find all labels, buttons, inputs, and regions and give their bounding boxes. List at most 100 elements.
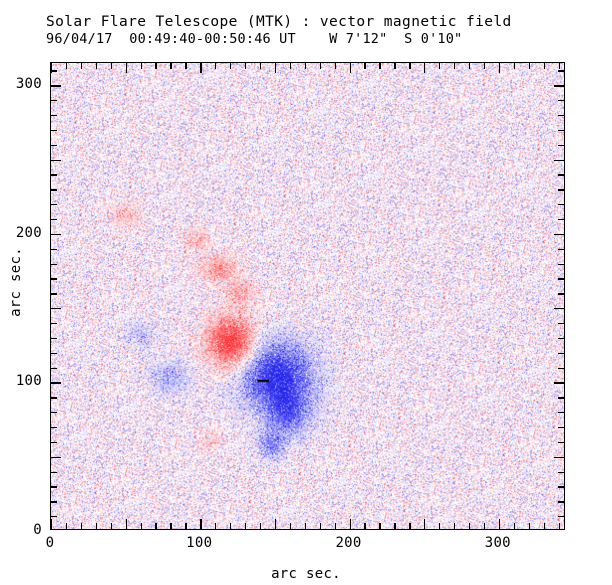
magnetogram-plot-frame <box>50 62 565 530</box>
axis-tick <box>558 204 564 206</box>
axis-tick <box>558 323 564 325</box>
axis-tick <box>379 523 381 529</box>
axis-tick <box>51 456 61 458</box>
axis-tick <box>498 519 501 529</box>
axis-tick <box>513 523 516 529</box>
axis-tick <box>439 63 441 69</box>
axis-tick <box>558 397 564 399</box>
axis-tick <box>51 159 61 161</box>
axis-tick <box>51 144 57 146</box>
axis-tick <box>51 189 57 191</box>
axis-tick <box>259 63 262 69</box>
axis-tick <box>558 263 564 265</box>
axis-tick <box>319 523 321 529</box>
axis-tick <box>125 519 127 529</box>
axis-tick <box>379 63 381 69</box>
axis-tick <box>454 63 456 69</box>
axis-tick <box>80 63 83 69</box>
axis-tick <box>51 63 53 73</box>
axis-tick <box>558 486 564 488</box>
axis-tick <box>51 263 57 265</box>
axis-tick <box>289 523 292 529</box>
axis-tick <box>51 352 57 354</box>
axis-tick <box>230 63 232 69</box>
axis-tick <box>558 63 560 69</box>
axis-tick <box>245 523 247 529</box>
axis-tick <box>483 523 486 529</box>
x-axis-tick-label: 200 <box>335 535 362 551</box>
axis-tick <box>558 278 564 280</box>
axis-tick <box>304 523 307 529</box>
axis-tick <box>468 63 471 69</box>
axis-tick <box>394 63 396 69</box>
title-block: Solar Flare Telescope (MTK) : vector mag… <box>46 14 586 48</box>
y-axis-tick-label: 0 <box>33 522 42 538</box>
axis-tick <box>334 523 336 529</box>
axis-tick <box>51 486 57 488</box>
axis-tick <box>558 352 564 354</box>
axis-tick <box>558 501 564 503</box>
axis-tick <box>51 278 57 280</box>
axis-tick <box>289 63 292 69</box>
axis-tick <box>319 63 321 69</box>
axis-tick <box>528 523 530 529</box>
axis-tick <box>51 85 61 87</box>
axis-tick <box>558 219 564 221</box>
axis-tick <box>558 100 564 102</box>
axis-tick <box>558 412 564 414</box>
y-axis-tick-label: 300 <box>15 76 42 93</box>
axis-tick <box>200 63 202 73</box>
axis-tick <box>409 63 411 69</box>
axis-tick <box>409 523 411 529</box>
axis-tick <box>554 456 564 458</box>
axis-tick <box>51 233 61 236</box>
axis-tick <box>51 441 57 444</box>
x-axis-tick-label: 100 <box>186 535 213 551</box>
axis-tick <box>215 63 217 69</box>
axis-tick <box>424 519 426 529</box>
axis-tick <box>95 523 98 529</box>
axis-tick <box>558 523 560 529</box>
axis-tick <box>454 523 456 529</box>
axis-tick <box>558 337 564 340</box>
observation-timestamp: 96/04/17 00:49:40-00:50:46 UT W 7'12" S … <box>46 31 463 47</box>
axis-tick <box>51 308 61 310</box>
axis-tick <box>51 219 57 221</box>
axis-tick <box>51 471 57 473</box>
axis-tick <box>558 248 564 250</box>
axis-tick <box>554 382 564 384</box>
axis-tick <box>394 523 396 529</box>
axis-tick <box>274 519 277 529</box>
x-axis-tick-label: 300 <box>484 535 511 551</box>
axis-tick <box>230 523 232 529</box>
axis-tick <box>554 159 564 161</box>
axis-tick <box>140 523 142 529</box>
axis-tick <box>185 523 187 529</box>
axis-tick <box>51 115 57 117</box>
axis-tick <box>51 397 57 399</box>
axis-tick <box>498 63 501 73</box>
axis-tick <box>558 129 564 132</box>
axis-tick <box>554 85 564 87</box>
axis-tick <box>200 519 202 529</box>
axis-tick <box>259 523 262 529</box>
axis-tick <box>558 144 564 146</box>
axis-tick <box>558 441 564 444</box>
axis-tick <box>349 63 351 73</box>
axis-tick <box>51 129 57 132</box>
axis-tick <box>513 63 516 69</box>
axis-tick <box>51 427 57 429</box>
axis-tick <box>51 174 57 176</box>
axis-tick <box>304 63 307 69</box>
axis-tick <box>558 427 564 429</box>
axis-tick <box>558 70 564 72</box>
axis-tick <box>51 516 57 518</box>
axis-tick <box>65 63 68 69</box>
axis-tick <box>110 63 112 69</box>
axis-tick <box>558 115 564 117</box>
axis-tick <box>528 63 530 69</box>
axis-tick <box>51 70 57 72</box>
axis-tick <box>483 63 486 69</box>
axis-tick <box>349 519 351 529</box>
axis-tick <box>170 523 172 529</box>
